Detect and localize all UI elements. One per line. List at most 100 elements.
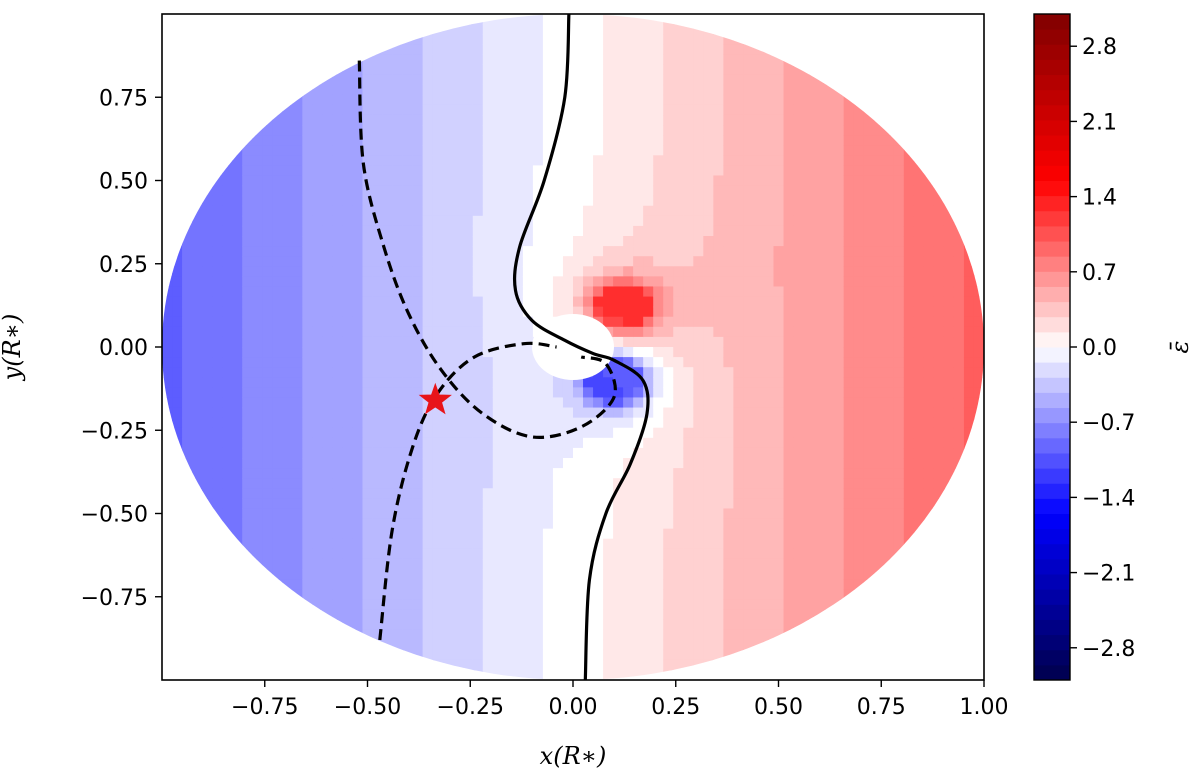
heatmap-cell: [703, 508, 714, 520]
heatmap-cell: [863, 437, 875, 449]
heatmap-cell: [853, 589, 865, 600]
heatmap-cell: [252, 326, 263, 338]
heatmap-cell: [472, 538, 484, 550]
heatmap-cell: [162, 135, 173, 146]
heatmap-cell: [873, 256, 885, 267]
heatmap-cell: [392, 518, 404, 530]
heatmap-cell: [472, 24, 484, 35]
heatmap-cell: [893, 266, 905, 277]
heatmap-cell: [753, 357, 765, 368]
heatmap-cell: [803, 579, 815, 590]
heatmap-cell: [843, 286, 855, 298]
heatmap-cell: [863, 246, 875, 257]
heatmap-cell: [843, 579, 855, 590]
heatmap-cell: [823, 558, 835, 570]
heatmap-cell: [222, 296, 233, 308]
heatmap-cell: [432, 629, 444, 641]
heatmap-cell: [282, 508, 293, 520]
heatmap-cell: [643, 589, 654, 600]
heatmap-cell: [853, 266, 865, 277]
heatmap-cell: [683, 84, 694, 96]
heatmap-cell: [212, 195, 223, 207]
heatmap-cell: [492, 508, 504, 520]
heatmap-cell: [272, 669, 283, 680]
heatmap-cell: [462, 135, 474, 146]
heatmap-cell: [853, 34, 865, 45]
heatmap-cell: [793, 417, 805, 429]
heatmap-cell: [512, 306, 524, 318]
heatmap-cell: [312, 276, 323, 288]
heatmap-cell: [603, 649, 614, 661]
heatmap-cell: [452, 407, 464, 419]
heatmap-cell: [843, 316, 855, 328]
heatmap-cell: [162, 54, 173, 66]
heatmap-cell: [573, 145, 584, 156]
heatmap-cell: [452, 286, 464, 298]
heatmap-cell: [482, 538, 494, 550]
heatmap-cell: [502, 649, 514, 661]
heatmap-cell: [382, 286, 394, 298]
heatmap-cell: [773, 397, 785, 409]
heatmap-cell: [673, 377, 684, 388]
heatmap-cell: [673, 195, 684, 207]
heatmap-cell: [172, 326, 183, 338]
heatmap-cell: [763, 286, 775, 298]
heatmap-cell: [893, 195, 905, 207]
heatmap-cell: [412, 558, 424, 570]
heatmap-cell: [723, 558, 734, 570]
heatmap-cell: [422, 427, 434, 439]
heatmap-cell: [422, 54, 434, 66]
heatmap-cell: [613, 488, 624, 499]
heatmap-cell: [633, 266, 644, 277]
heatmap-cell: [633, 145, 644, 156]
heatmap-cell: [292, 276, 303, 288]
heatmap-cell: [422, 14, 434, 25]
heatmap-cell: [633, 498, 644, 510]
heatmap-cell: [162, 427, 173, 439]
heatmap-cell: [312, 417, 323, 429]
heatmap-cell: [522, 377, 534, 388]
heatmap-cell: [482, 548, 494, 560]
heatmap-cell: [913, 306, 925, 318]
heatmap-cell: [282, 558, 293, 570]
heatmap-cell: [793, 669, 805, 680]
heatmap-cell: [272, 225, 283, 237]
heatmap-cell: [813, 468, 825, 479]
heatmap-cell: [552, 205, 564, 217]
heatmap-cell: [382, 316, 394, 328]
heatmap-cell: [803, 74, 815, 86]
heatmap-cell: [542, 387, 554, 399]
heatmap-cell: [673, 669, 684, 680]
heatmap-cell: [192, 447, 203, 459]
heatmap-cell: [873, 135, 885, 146]
heatmap-cell: [562, 286, 574, 298]
heatmap-cell: [452, 518, 464, 530]
heatmap-cell: [843, 266, 855, 277]
heatmap-cell: [793, 286, 805, 298]
heatmap-cell: [863, 639, 875, 651]
heatmap-cell: [863, 114, 875, 126]
heatmap-cell: [893, 377, 905, 388]
heatmap-cell: [603, 135, 614, 146]
heatmap-cell: [512, 165, 524, 177]
heatmap-cell: [893, 175, 905, 187]
heatmap-cell: [703, 397, 714, 409]
heatmap-cell: [743, 458, 755, 469]
heatmap-cell: [793, 518, 805, 530]
heatmap-cell: [753, 104, 765, 116]
heatmap-cell: [723, 357, 734, 368]
heatmap-cell: [583, 296, 594, 308]
heatmap-cell: [713, 135, 724, 146]
heatmap-cell: [863, 659, 875, 671]
heatmap-cell: [673, 125, 684, 136]
heatmap-cell: [452, 125, 464, 136]
heatmap-cell: [362, 589, 374, 600]
heatmap-cell: [522, 266, 534, 277]
heatmap-cell: [492, 155, 504, 166]
heatmap-cell: [442, 488, 454, 499]
heatmap-cell: [903, 609, 915, 621]
heatmap-cell: [623, 125, 634, 136]
heatmap-cell: [803, 589, 815, 600]
heatmap-cell: [332, 447, 344, 459]
heatmap-cell: [182, 54, 193, 66]
